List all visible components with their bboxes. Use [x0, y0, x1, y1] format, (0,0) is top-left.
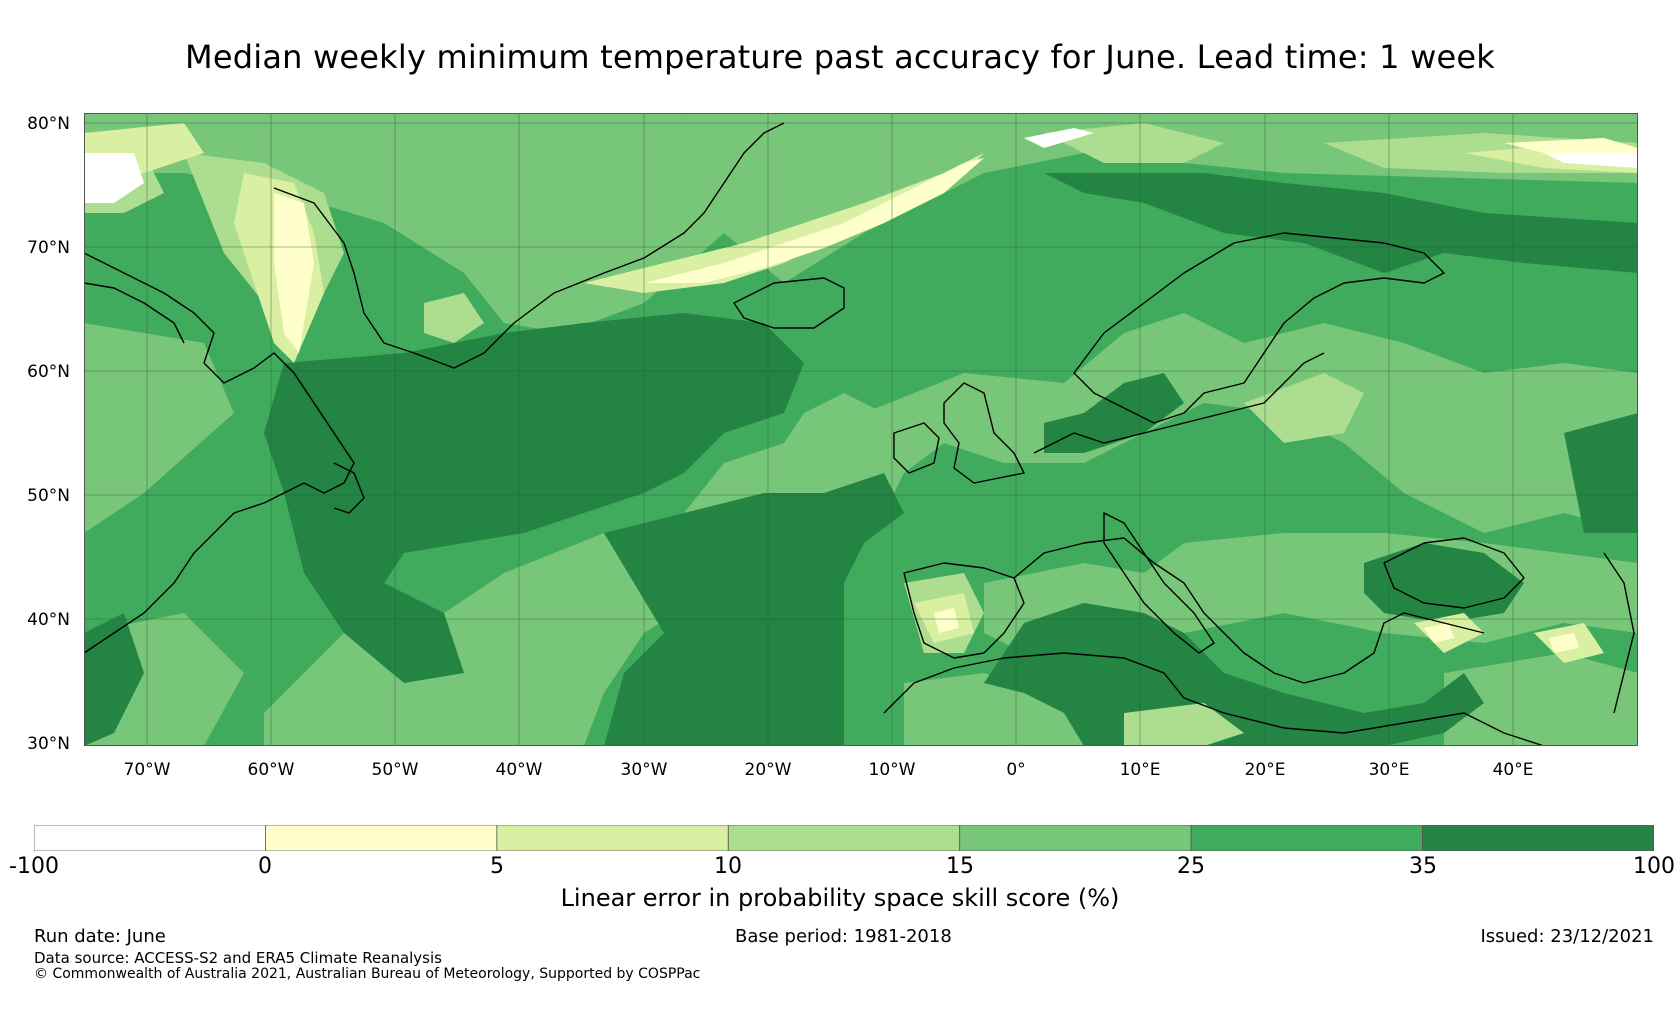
colorbar-tick-0: 0 — [258, 854, 272, 879]
lon-label-20w: 20°W — [744, 760, 792, 780]
colorbar-swatch-3 — [727, 825, 961, 851]
labrador-coast — [84, 282, 185, 344]
colorbar-swatch-4 — [959, 825, 1192, 851]
lat-label-40n: 40°N — [27, 610, 70, 630]
scandinavia-coast — [1073, 232, 1445, 424]
map-border — [84, 113, 1638, 746]
lon-label-30w: 30°W — [620, 760, 668, 780]
lon-label-20e: 20°E — [1244, 760, 1286, 780]
ireland-coast — [893, 422, 940, 474]
lon-label-40w: 40°W — [495, 760, 543, 780]
data-source: Data source: ACCESS-S2 and ERA5 Climate … — [34, 949, 442, 967]
lat-label-30n: 30°N — [27, 734, 70, 754]
coastlines — [84, 122, 1635, 746]
iceland-coast — [733, 277, 845, 329]
colorbar-tick-25: 25 — [1177, 854, 1205, 879]
britain-coast — [943, 382, 1025, 484]
black-sea-coast — [1383, 537, 1525, 609]
lon-label-60w: 60°W — [247, 760, 295, 780]
colorbar-tick-15: 15 — [946, 854, 974, 879]
colorbar-swatch-2 — [496, 825, 729, 851]
lon-label-50w: 50°W — [371, 760, 419, 780]
graticule — [84, 113, 1638, 746]
issued-date: Issued: 23/12/2021 — [1480, 926, 1654, 947]
colorbar-tick-minus100: -100 — [9, 854, 59, 879]
colorbar-tick-5: 5 — [490, 854, 504, 879]
lat-label-50n: 50°N — [27, 486, 70, 506]
greenland-coast — [273, 122, 785, 369]
colorbar-swatch-1 — [265, 825, 498, 851]
lat-label-80n: 80°N — [27, 114, 70, 134]
colorbar-swatch-0 — [34, 825, 266, 851]
skill-zone-below-0 — [84, 128, 1638, 203]
colorbar — [34, 825, 1654, 851]
base-period: Base period: 1981-2018 — [735, 926, 952, 947]
run-date: Run date: June — [34, 926, 166, 947]
lon-label-70w: 70°W — [123, 760, 171, 780]
africa-coast — [883, 652, 1545, 746]
lon-label-40e: 40°E — [1492, 760, 1534, 780]
skill-zone-35-100 — [84, 173, 1638, 746]
colorbar-swatch-6 — [1422, 825, 1654, 851]
caspian-coast — [1603, 552, 1635, 714]
colorbar-swatches — [34, 825, 1654, 851]
colorbar-tick-10: 10 — [714, 854, 742, 879]
map-title: Median weekly minimum temperature past a… — [185, 38, 1495, 76]
iberia-coast — [903, 562, 1025, 659]
europe-coast — [1033, 352, 1325, 454]
lat-label-60n: 60°N — [27, 362, 70, 382]
italy-coast — [1103, 512, 1215, 654]
colorbar-tick-100: 100 — [1633, 854, 1675, 879]
skill-score-map — [84, 113, 1638, 746]
lon-label-10e: 10°E — [1119, 760, 1161, 780]
copyright: © Commonwealth of Australia 2021, Austra… — [34, 966, 701, 982]
newfoundland-coast — [333, 462, 365, 514]
lon-label-0: 0° — [1006, 760, 1026, 780]
colorbar-tick-35: 35 — [1409, 854, 1437, 879]
lon-label-30e: 30°E — [1368, 760, 1410, 780]
lat-label-70n: 70°N — [27, 238, 70, 258]
skill-zone-0-5 — [274, 138, 1638, 653]
colorbar-label: Linear error in probability space skill … — [560, 884, 1120, 912]
map-canvas — [84, 113, 1638, 746]
mediterranean-north-coast — [1013, 537, 1485, 684]
lon-label-10w: 10°W — [868, 760, 916, 780]
north-america-coast — [84, 252, 355, 654]
colorbar-swatch-5 — [1190, 825, 1423, 851]
